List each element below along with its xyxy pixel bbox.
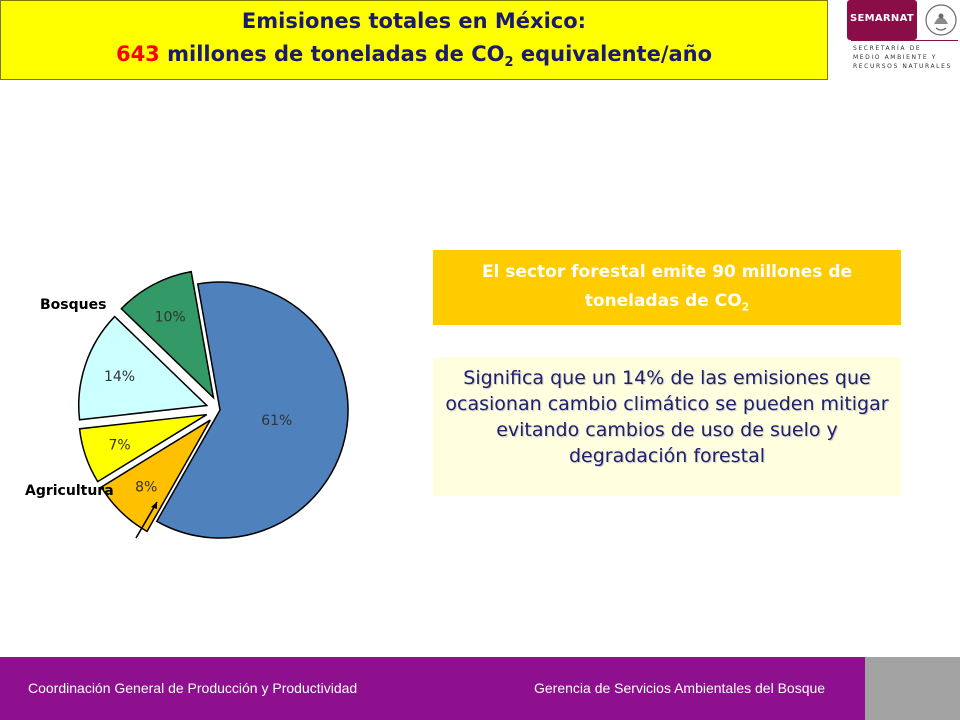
category-label-bosques: Bosques xyxy=(40,297,106,313)
logo-badge: SEMARNAT xyxy=(847,0,917,40)
slice-label: 14% xyxy=(104,369,135,385)
footer-bar: Coordinación General de Producción y Pro… xyxy=(0,657,960,720)
logo-line: SECRETARÍA DE xyxy=(853,45,922,52)
pie-slices: 61% 8% 7% 14% 10% xyxy=(78,270,349,539)
slice-8 xyxy=(100,419,211,533)
page-title: Emisiones totales en México: xyxy=(241,9,587,33)
logo-divider xyxy=(851,40,958,41)
forestal-text: El sector forestal emite 90 millones de … xyxy=(481,262,853,311)
subtitle-text: millones de toneladas de CO xyxy=(167,42,505,66)
footer-right-text: Gerencia de Servicios Ambientales del Bo… xyxy=(534,680,826,696)
subtitle-text-end: equivalente/año xyxy=(520,42,713,66)
slice-label: 8% xyxy=(135,479,157,495)
emissions-pie-chart: 61% 8% 7% 14% 10% Bosques Agricultura xyxy=(25,270,349,539)
logo-badge-text: SEMARNAT xyxy=(850,13,914,24)
logo-line: MEDIO AMBIENTE Y xyxy=(853,54,938,61)
slice-label: 10% xyxy=(155,309,186,325)
footer-corner-block xyxy=(865,657,960,720)
arrow-line xyxy=(135,501,158,539)
slice-61 xyxy=(155,281,349,539)
slice-7 xyxy=(78,413,208,483)
footer-left-text: Coordinación General de Producción y Pro… xyxy=(28,680,358,696)
slice-14 xyxy=(78,315,209,421)
page-subtitle: 643 millones de toneladas de CO2 equival… xyxy=(1,42,827,70)
category-label-agricultura: Agricultura xyxy=(25,483,114,499)
total-emissions-value: 643 xyxy=(115,42,160,66)
title-banner: Emisiones totales en México: 643 millone… xyxy=(0,0,828,80)
forestal-subscript: 2 xyxy=(741,300,750,314)
coat-of-arms-icon xyxy=(925,4,957,36)
logo-line: RECURSOS NATURALES xyxy=(853,63,952,70)
forestal-info-box: El sector forestal emite 90 millones de … xyxy=(433,250,901,325)
significa-text: Significa que un 14% de las emisiones qu… xyxy=(445,367,889,467)
slice-label: 7% xyxy=(109,438,131,454)
slice-label: 61% xyxy=(261,413,292,429)
semarnat-logo: SEMARNAT SECRETARÍA DE MEDIO AMBIENTE Y … xyxy=(847,0,960,78)
arrow-head-icon xyxy=(151,502,157,509)
slice-10 xyxy=(120,270,215,400)
significa-info-box: Significa que un 14% de las emisiones qu… xyxy=(433,357,901,496)
logo-text: SECRETARÍA DE MEDIO AMBIENTE Y RECURSOS … xyxy=(853,44,958,71)
subtitle-subscript: 2 xyxy=(504,55,514,71)
